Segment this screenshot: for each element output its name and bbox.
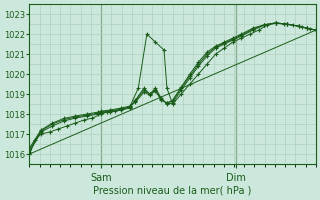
X-axis label: Pression niveau de la mer( hPa ): Pression niveau de la mer( hPa ) [93,186,252,196]
